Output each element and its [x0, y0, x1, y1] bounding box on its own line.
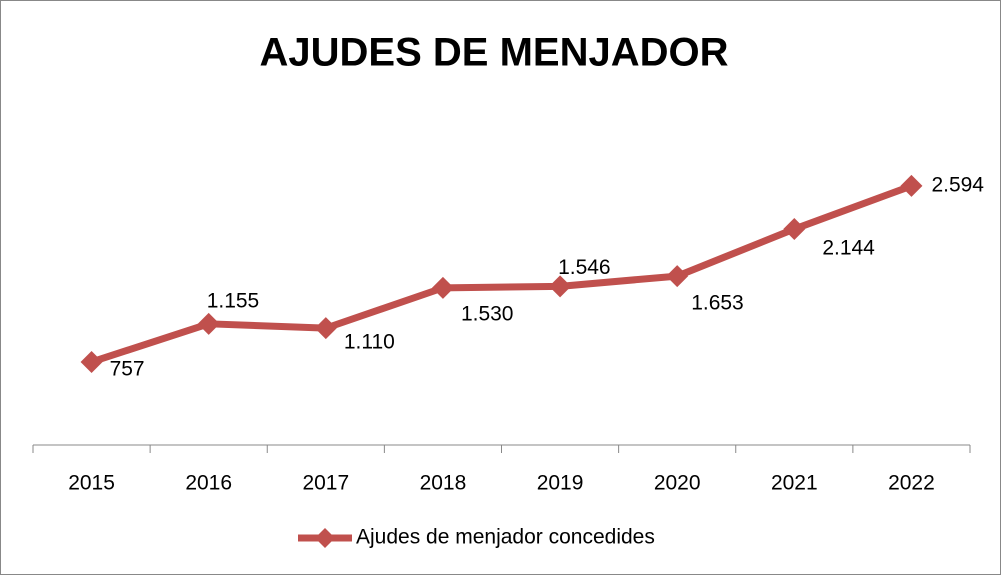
- x-tick-label: 2016: [185, 472, 232, 495]
- legend-label: Ajudes de menjador concedides: [356, 526, 655, 549]
- x-tick-label: 2022: [888, 472, 935, 495]
- line: [90, 182, 913, 366]
- marker: [197, 312, 220, 335]
- marker: [80, 350, 103, 373]
- marker: [783, 218, 806, 241]
- marker: [666, 265, 689, 288]
- x-tick-label: 2019: [537, 472, 584, 495]
- marker: [900, 174, 923, 197]
- marker: [549, 275, 572, 298]
- data-label: 1.110: [344, 331, 395, 354]
- x-tick-label: 2020: [654, 472, 701, 495]
- data-label: 1.546: [558, 256, 611, 279]
- data-label: 757: [110, 358, 145, 381]
- marker: [431, 276, 454, 299]
- data-label: 1.530: [461, 302, 514, 325]
- marker: [314, 317, 337, 340]
- data-label: 2.144: [822, 237, 875, 260]
- x-tick-label: 2017: [302, 472, 349, 495]
- chart-title: AJUDES DE MENJADOR: [260, 31, 729, 75]
- x-tick-label: 2018: [420, 472, 467, 495]
- data-label: 2.594: [931, 173, 984, 196]
- data-label: 1.653: [691, 292, 744, 315]
- legend-marker: [315, 528, 335, 548]
- x-tick-label: 2015: [68, 472, 115, 495]
- data-label: 1.155: [207, 289, 260, 312]
- x-tick-label: 2021: [771, 472, 818, 495]
